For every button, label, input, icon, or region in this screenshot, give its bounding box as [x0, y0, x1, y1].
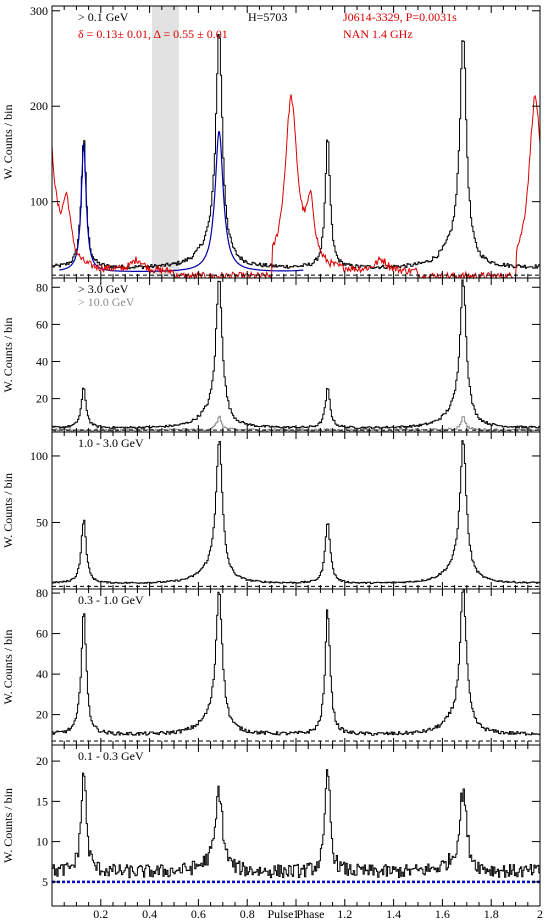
y-axis-label: W. Counts / bin — [1, 473, 15, 548]
x-tick-label: 1.8 — [484, 907, 499, 921]
energy-band-label: 0.3 - 1.0 GeV — [78, 593, 144, 607]
energy-band-label: 0.1 - 0.3 GeV — [78, 749, 144, 763]
y-tick-label: 20 — [36, 708, 48, 722]
panel-2: 20 40 60 80 W. Counts / bin > 3.0 GeV> 10.0 G… — [1, 277, 541, 433]
pulsar-label: J0614-3329, P=0.0031s — [343, 10, 457, 24]
x-tick-label: 0.6 — [191, 907, 206, 921]
y-axis-label: W. Counts / bin — [1, 788, 15, 863]
gamma-ray-histogram — [52, 588, 540, 736]
y-tick-label: 80 — [36, 586, 48, 600]
y-tick-label: 200 — [30, 99, 48, 113]
h-test-label: H=5703 — [248, 10, 287, 24]
panel-4: 20 40 60 80 W. Counts / bin 0.3 - 1.0 GeV — [1, 586, 541, 746]
y-tick-label: 15 — [36, 794, 48, 808]
x-tick-label: 1.6 — [435, 907, 450, 921]
energy-band-label: 1.0 - 3.0 GeV — [78, 436, 144, 450]
y-axis-label: W. Counts / bin — [1, 105, 15, 180]
x-tick-label: 1.4 — [386, 907, 401, 921]
off-pulse-shaded-region — [152, 6, 179, 278]
y-tick-label: 40 — [36, 354, 48, 368]
x-tick-label: 0.8 — [240, 907, 255, 921]
y-tick-label: 40 — [36, 667, 48, 681]
y-tick-label: 10 — [36, 835, 48, 849]
pulse-fit-curve — [59, 131, 304, 272]
panel-5: 5 10 15 20 W. Counts / bin 0.1 - 0.3 GeV — [1, 744, 541, 907]
y-tick-label: 50 — [36, 515, 48, 529]
y-tick-label: 100 — [30, 195, 48, 209]
y-tick-label: 20 — [36, 392, 48, 406]
y-axis-label: W. Counts / bin — [1, 630, 15, 705]
x-tick-label: 0.4 — [142, 907, 157, 921]
y-axis-label: W. Counts / bin — [1, 318, 15, 393]
y-tick-label: 100 — [30, 449, 48, 463]
panel-1: 100 200 300 W. Counts / bin > 0.1 GeV H=5703 δ… — [1, 4, 541, 280]
energy-band-label: > 0.1 GeV — [78, 10, 129, 24]
gamma-ray-histogram — [52, 279, 540, 429]
gamma-ray-histogram — [52, 769, 540, 879]
panel-3: 50 100 W. Counts / bin 1.0 - 3.0 GeV — [1, 431, 541, 590]
panel-frame — [51, 588, 541, 746]
y-tick-label: 80 — [36, 280, 48, 294]
x-tick-label: 2 — [537, 907, 543, 921]
y-tick-label: 20 — [36, 754, 48, 768]
x-tick-label: 1 — [293, 907, 299, 921]
x-tick-label: 1.2 — [337, 907, 352, 921]
gamma-ray-histogram — [52, 440, 540, 585]
x-axis-label: Pulse Phase — [268, 907, 325, 921]
x-tick-label: 0.2 — [93, 907, 108, 921]
peak-separation-label: δ = 0.13± 0.01, Δ = 0.55 ± 0.01 — [78, 27, 228, 41]
gamma-ray-histogram — [52, 34, 540, 270]
radio-label: NAN 1.4 GHz — [343, 27, 413, 41]
secondary-energy-label: > 10.0 GeV — [78, 295, 135, 309]
energy-band-label: > 3.0 GeV — [78, 282, 129, 296]
y-tick-label: 300 — [30, 4, 48, 18]
y-tick-label: 5 — [42, 875, 48, 889]
radio-profile-curve — [51, 94, 541, 280]
y-tick-label: 60 — [36, 627, 48, 641]
y-tick-label: 60 — [36, 317, 48, 331]
